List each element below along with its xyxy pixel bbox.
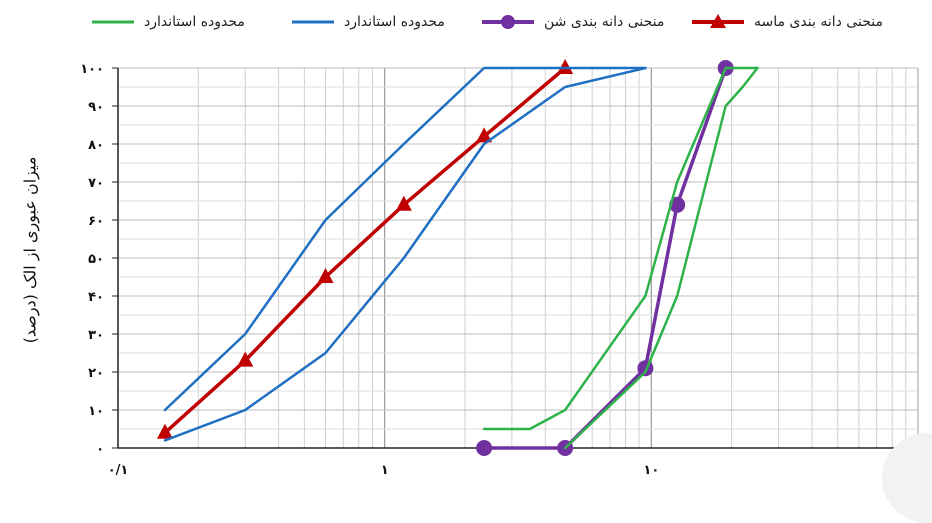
x-tick-label: ۱ bbox=[381, 463, 389, 478]
y-tick-label: ۳۰ bbox=[88, 328, 104, 343]
sand-point bbox=[317, 268, 334, 283]
y-tick-label: ۹۰ bbox=[88, 100, 104, 115]
y-tick-label: ۰ bbox=[96, 442, 104, 457]
series-line-3 bbox=[163, 66, 647, 442]
sand-point bbox=[395, 195, 412, 211]
series-line-0 bbox=[163, 66, 567, 435]
legend-item-gravel-curve: منحنی دانه بندی شن bbox=[480, 8, 664, 36]
gravel-point bbox=[476, 440, 493, 456]
y-tick-label: ۵۰ bbox=[88, 252, 104, 267]
y-tick-label: ۲۰ bbox=[88, 366, 104, 381]
legend-item-blue-limit: محدوده استاندارد bbox=[290, 8, 445, 36]
sand-point bbox=[237, 351, 254, 367]
legend-item-green-limit: محدوده استاندارد bbox=[90, 8, 245, 36]
y-axis-label: میزان عبوری از الک (درصد) bbox=[20, 156, 40, 344]
gravel-point bbox=[637, 360, 654, 377]
legend-label-green-limit: محدوده استاندارد bbox=[144, 14, 245, 30]
sand-point bbox=[557, 59, 574, 74]
legend-label-gravel: منحنی دانه بندی شن bbox=[544, 14, 665, 30]
x-tick-label: ۱۰ bbox=[643, 463, 659, 478]
series-line-4 bbox=[482, 66, 759, 431]
sand-point bbox=[476, 127, 493, 143]
circle-marker-icon bbox=[482, 15, 534, 29]
legend-label-sand: منحنی دانه بندی ماسه bbox=[754, 14, 883, 30]
chart-series bbox=[156, 59, 759, 456]
x-tick-label: ۰/۱ bbox=[108, 463, 129, 478]
blue-line-icon bbox=[292, 20, 334, 24]
y-axis-ticks: ۰ ۱۰ ۲۰ ۳۰ ۴۰ ۵۰ ۶۰ ۷۰ ۸۰ ۹۰ ۱۰۰ bbox=[80, 62, 118, 457]
series-line-5 bbox=[563, 66, 759, 450]
x-axis-ticks: ۰/۱۱۱۰۱۰۰ bbox=[108, 463, 930, 478]
legend-label-blue-limit: محدوده استاندارد bbox=[344, 14, 445, 30]
series-line-2 bbox=[163, 66, 647, 412]
y-tick-label: ۸۰ bbox=[88, 138, 104, 153]
y-tick-label: ۷۰ bbox=[88, 176, 104, 191]
chart-grid bbox=[117, 67, 919, 449]
legend-item-sand-curve: منحنی دانه بندی ماسه bbox=[690, 8, 883, 36]
sand-point bbox=[156, 423, 173, 439]
y-tick-label: ۶۰ bbox=[88, 214, 104, 229]
triangle-marker-icon bbox=[692, 14, 744, 28]
green-line-icon bbox=[92, 20, 134, 24]
y-axis-label-wrap: میزان عبوری از الک (درصد) bbox=[10, 120, 50, 380]
y-tick-label: ۱۰۰ bbox=[80, 62, 104, 77]
y-tick-label: ۴۰ bbox=[88, 290, 104, 305]
y-tick-label: ۱۰ bbox=[88, 404, 104, 419]
